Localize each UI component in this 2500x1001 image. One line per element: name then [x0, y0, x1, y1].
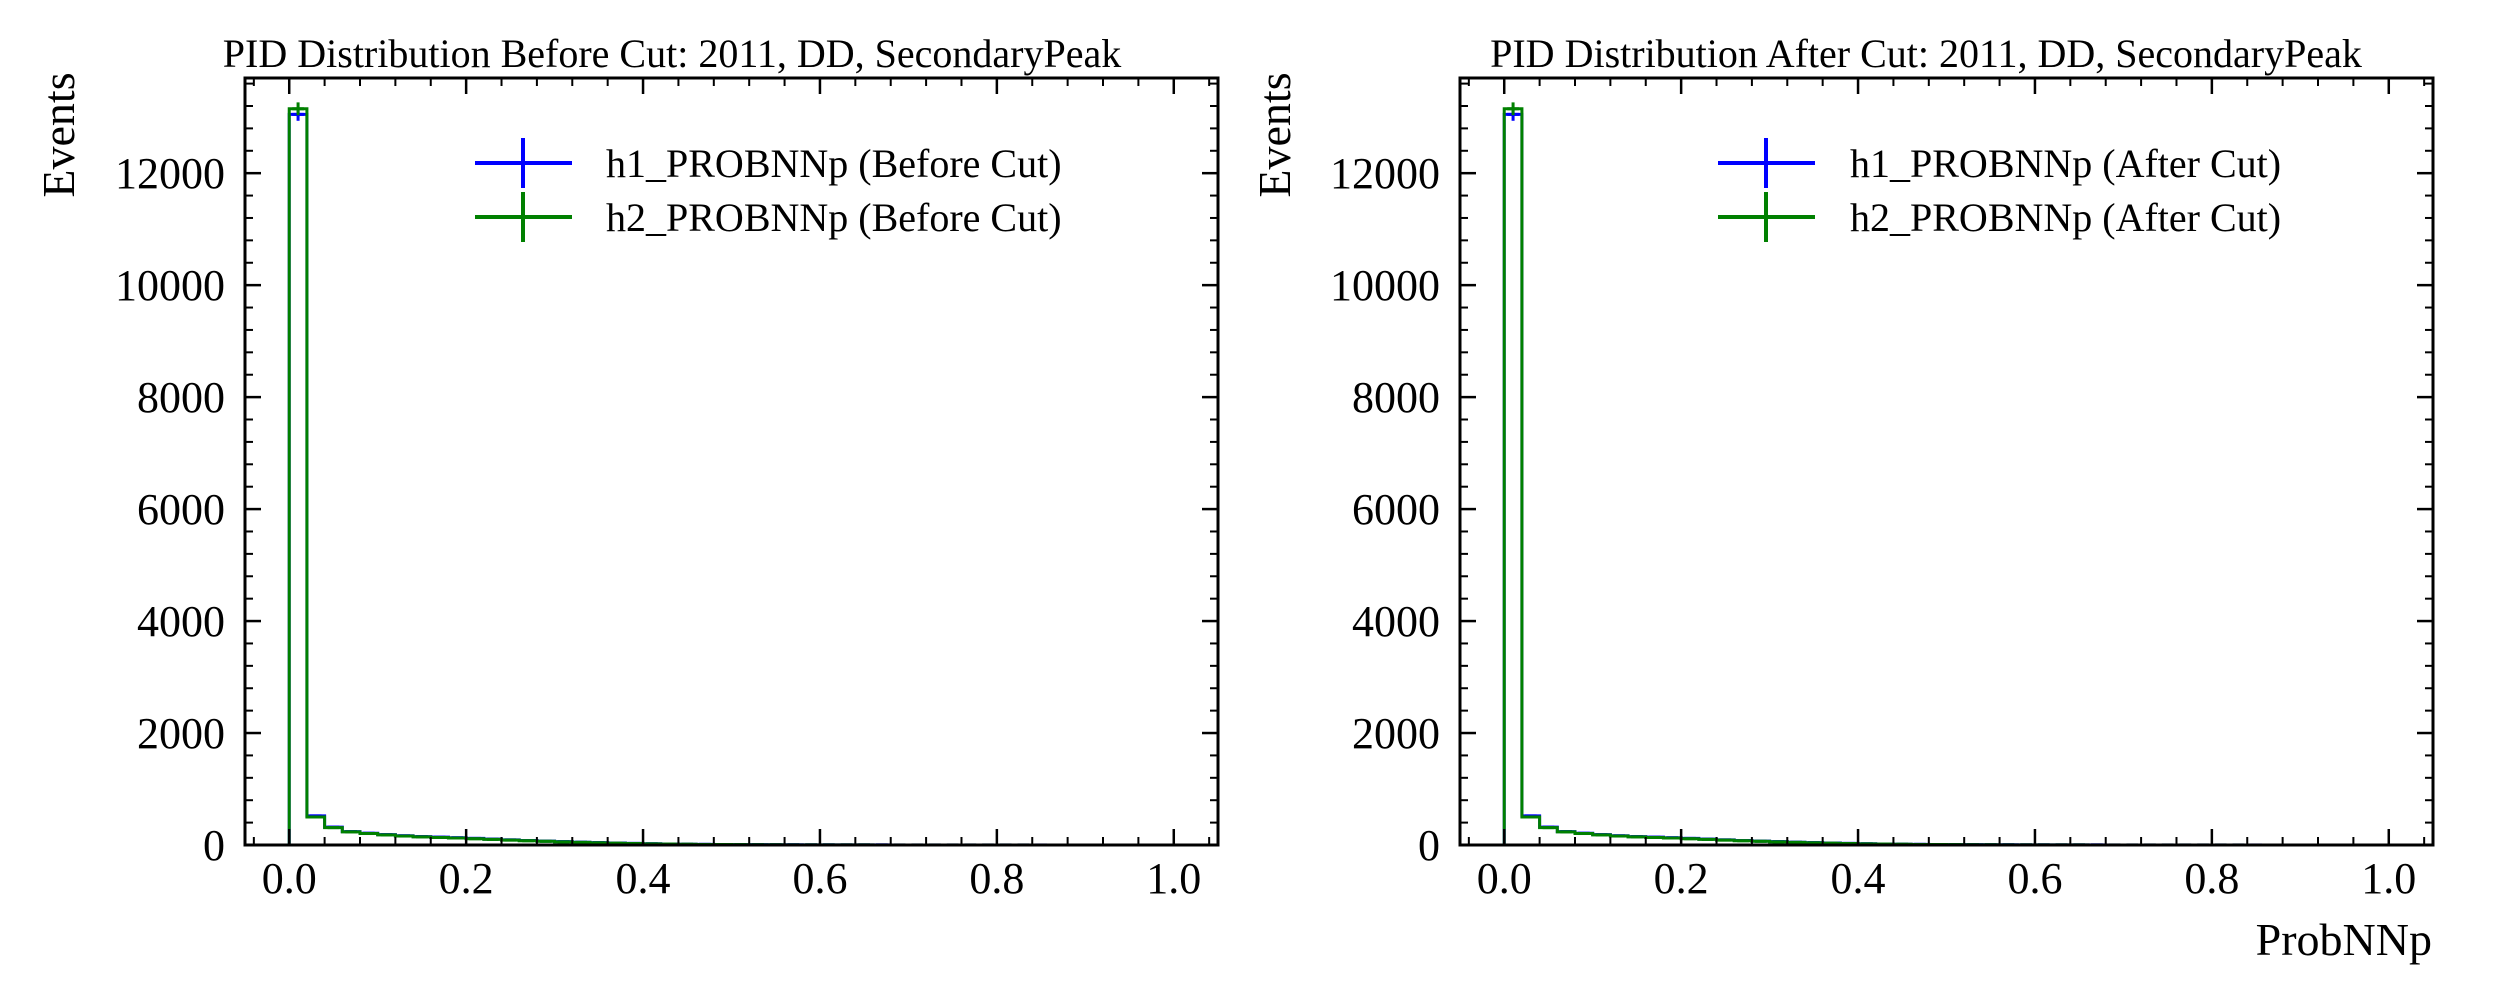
y-axis-label: Events: [1249, 72, 1300, 197]
x-tick-label: 0.4: [1831, 854, 1886, 903]
y-tick-label: 2000: [137, 709, 225, 758]
y-tick-label: 8000: [137, 373, 225, 422]
y-tick-label: 4000: [1352, 597, 1440, 646]
x-tick-label: 0.8: [969, 854, 1024, 903]
y-tick-label: 10000: [115, 261, 225, 310]
y-tick-label: 0: [203, 821, 225, 870]
legend: h1_PROBNNp (After Cut) h2_PROBNNp (After…: [1718, 138, 2281, 242]
axes-frame: [1458, 76, 2435, 847]
x-tick-label: 1.0: [1146, 854, 1201, 903]
x-tick-label: 0.2: [439, 854, 494, 903]
panel-before-cut: 0.0 0.2 0.4 0.6 0.8 1.0 0 2000 4000 6000 8000 10000…: [33, 31, 1220, 903]
y-tick-label: 6000: [137, 485, 225, 534]
legend-label-h1: h1_PROBNNp (Before Cut): [606, 141, 1062, 186]
legend-entry-h2: h2_PROBNNp (Before Cut): [475, 192, 1062, 242]
plot-area: 0.0 0.2 0.4 0.6 0.8 1.0 0 2000 4000 6000 8000 10000…: [1330, 76, 2435, 903]
y-tick-label: 12000: [1330, 149, 1440, 198]
y-tick-label: 6000: [1352, 485, 1440, 534]
y-tick-label: 4000: [137, 597, 225, 646]
y-tick-label: 10000: [1330, 261, 1440, 310]
x-tick-label: 0.6: [2007, 854, 2062, 903]
x-tick-label: 0.0: [1477, 854, 1532, 903]
y-tick-label: 12000: [115, 149, 225, 198]
x-tick-label: 0.0: [262, 854, 317, 903]
x-axis-label: ProbNNp: [2256, 914, 2432, 965]
y-tick-label: 2000: [1352, 709, 1440, 758]
chart-title: PID Distribution Before Cut: 2011, DD, S…: [223, 31, 1121, 76]
y-tick-label: 0: [1418, 821, 1440, 870]
plot-area: 0.0 0.2 0.4 0.6 0.8 1.0 0 2000 4000 6000 8000 10000…: [115, 76, 1220, 903]
legend-entry-h1: h1_PROBNNp (After Cut): [1718, 138, 2281, 188]
legend-label-h2: h2_PROBNNp (Before Cut): [606, 195, 1062, 240]
x-tick-label: 1.0: [2361, 854, 2416, 903]
legend-entry-h1: h1_PROBNNp (Before Cut): [475, 138, 1062, 188]
y-tick-label: 8000: [1352, 373, 1440, 422]
legend-label-h1: h1_PROBNNp (After Cut): [1850, 141, 2281, 186]
legend-entry-h2: h2_PROBNNp (After Cut): [1718, 192, 2281, 242]
x-tick-label: 0.8: [2184, 854, 2239, 903]
legend-label-h2: h2_PROBNNp (After Cut): [1850, 195, 2281, 240]
y-axis-label: Events: [33, 72, 84, 197]
panel-after-cut: 0.0 0.2 0.4 0.6 0.8 1.0 0 2000 4000 6000 8000 10000…: [1249, 31, 2435, 965]
legend: h1_PROBNNp (Before Cut) h2_PROBNNp (Befo…: [475, 138, 1062, 242]
x-tick-label: 0.4: [616, 854, 671, 903]
x-tick-label: 0.6: [792, 854, 847, 903]
chart-title: PID Distribution After Cut: 2011, DD, Se…: [1490, 31, 2362, 76]
axes-frame: [243, 76, 1220, 847]
x-tick-label: 0.2: [1654, 854, 1709, 903]
